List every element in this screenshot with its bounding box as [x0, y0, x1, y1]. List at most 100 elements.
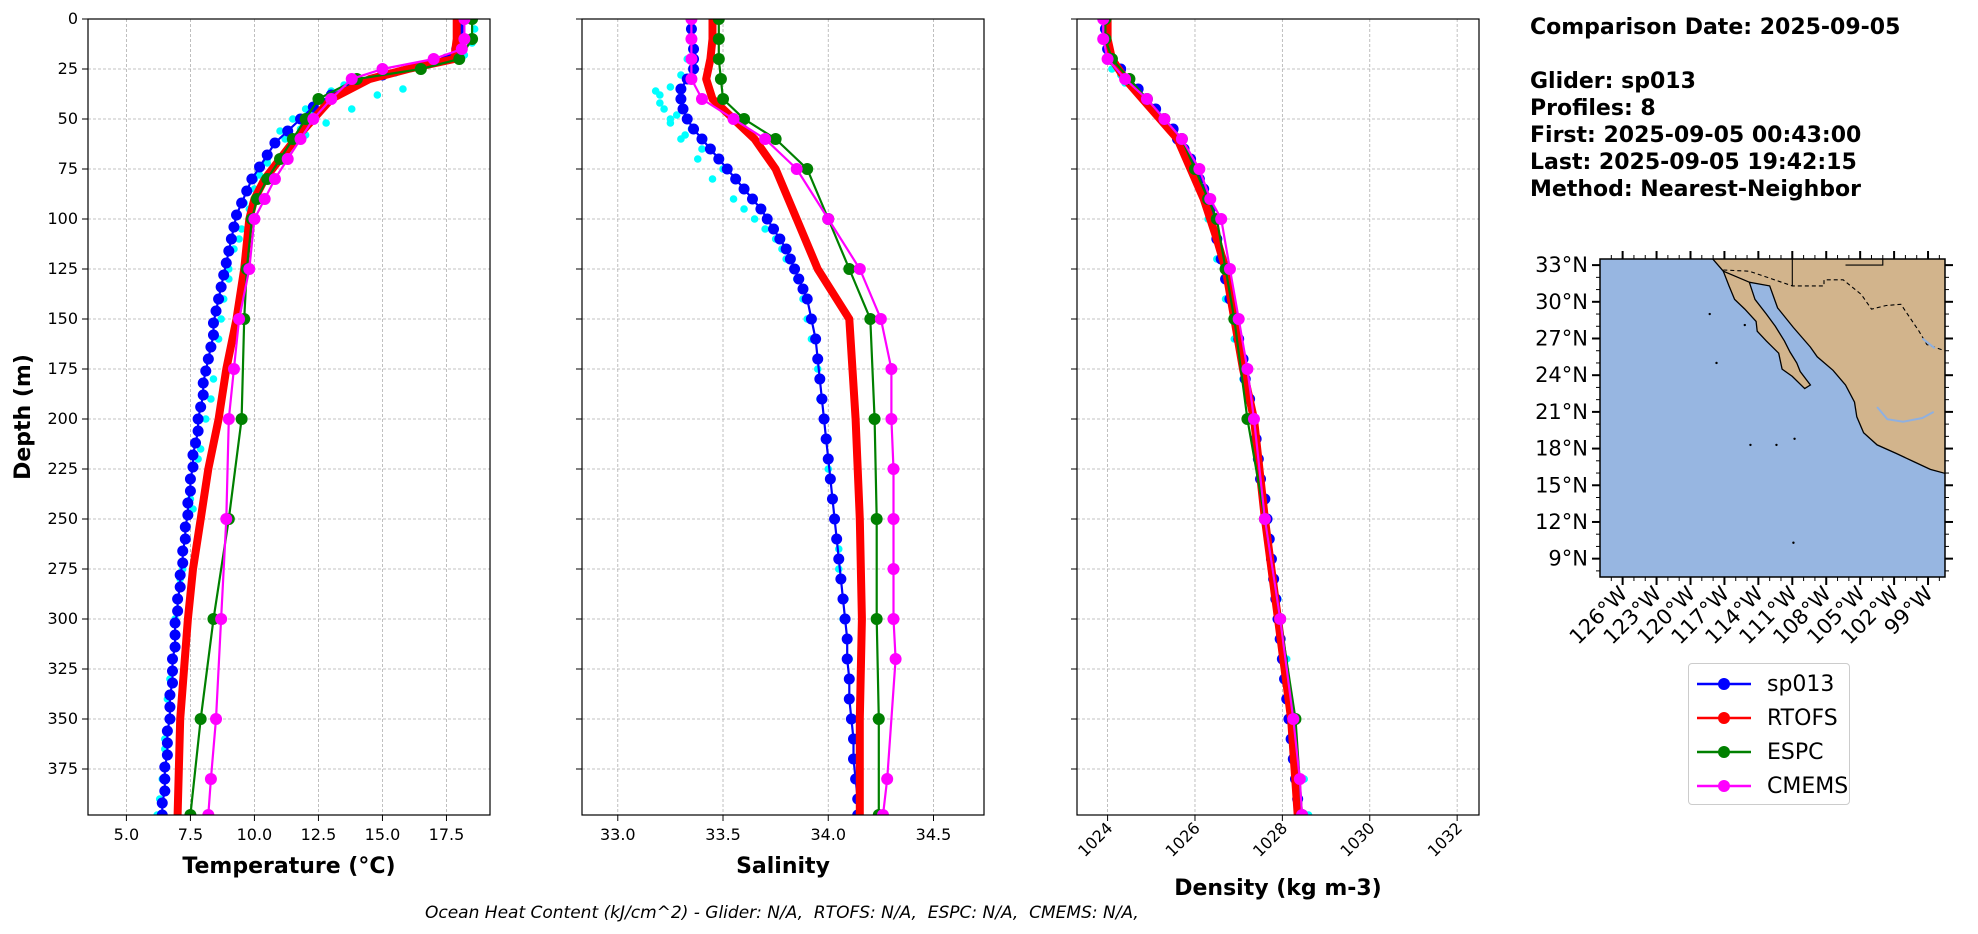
island [1743, 323, 1746, 327]
x-tick-label: 5.0 [114, 825, 139, 844]
series-line [1103, 19, 1302, 815]
series-point [839, 613, 851, 625]
series-point [730, 173, 742, 185]
info-panel: Comparison Date: 2025-09-05 Glider: sp01… [1530, 14, 1900, 203]
series-point [207, 329, 219, 341]
glider-point [276, 127, 284, 135]
series-point [818, 413, 830, 425]
legend: sp013 RTOFS ESPC CMEMS [1688, 663, 1850, 805]
series-point [458, 33, 471, 45]
series-point [194, 713, 207, 725]
series-point [675, 93, 687, 105]
series-point [1097, 19, 1110, 25]
y-tick-label: 250 [47, 509, 78, 528]
series-point [780, 243, 792, 255]
glider-point [207, 395, 215, 403]
y-tick-label: 125 [47, 259, 78, 278]
y-tick-label: 175 [47, 359, 78, 378]
series-point [174, 569, 186, 581]
series-point [826, 493, 838, 505]
glider-point [347, 105, 356, 113]
series-point [159, 785, 171, 797]
series-point [1232, 313, 1245, 325]
series-point [712, 53, 725, 65]
y-tick-label: 350 [47, 709, 78, 728]
series-point [225, 233, 237, 245]
series-point [717, 93, 730, 105]
series-point [727, 113, 740, 125]
series-point [822, 453, 834, 465]
series-point [312, 93, 325, 105]
x-axis-label: Salinity [736, 854, 830, 879]
series-point [885, 363, 898, 375]
series-point [179, 521, 191, 533]
glider-point [708, 175, 717, 183]
series-point [235, 413, 248, 425]
glider-point [399, 85, 407, 93]
glider-point [666, 115, 675, 123]
island [1749, 443, 1752, 447]
series-point [713, 153, 725, 165]
glider-point [750, 215, 759, 223]
series-point [738, 113, 751, 125]
glider-point [761, 225, 769, 233]
series-point [810, 333, 822, 345]
series-point [695, 93, 708, 105]
glider-point [281, 135, 289, 143]
series-point [458, 19, 471, 25]
glider-point [237, 225, 246, 233]
series-point [202, 353, 214, 365]
series-point [455, 43, 468, 55]
series-point [704, 143, 716, 155]
series-point [768, 223, 780, 235]
series-point [812, 353, 824, 365]
map-lat-label: 30°N [1535, 290, 1588, 314]
series-point [261, 149, 273, 161]
series-point [685, 19, 698, 25]
series-point [1119, 73, 1132, 85]
plot-area [651, 19, 902, 815]
legend-swatch-sp013 [1697, 678, 1751, 690]
series-point [1296, 809, 1309, 815]
series-point [246, 173, 258, 185]
glider-point [289, 115, 297, 123]
series-point [169, 617, 181, 629]
y-tick-label: 25 [58, 59, 78, 78]
series-point [210, 713, 223, 725]
series-point [453, 53, 466, 65]
series-point [881, 773, 894, 785]
legend-item-rtofs: RTOFS [1697, 704, 1847, 732]
series-point [414, 63, 427, 75]
series-point [681, 113, 693, 125]
series-point [769, 133, 782, 145]
series-point [159, 773, 171, 785]
series-point [161, 737, 173, 749]
y-tick-label: 325 [47, 659, 78, 678]
plot-area [153, 19, 479, 815]
series-point [195, 401, 207, 413]
series-point [202, 809, 215, 815]
series-point [177, 557, 189, 569]
series-point [801, 293, 813, 305]
series-point [307, 113, 320, 125]
glider-point [698, 145, 706, 153]
series-point [182, 497, 194, 509]
glider-point [681, 131, 689, 139]
series-line [702, 19, 866, 815]
x-tick-label: 1030 [1336, 818, 1378, 860]
y-tick-label: 375 [47, 759, 78, 778]
series-point [1274, 613, 1287, 625]
series-point [1204, 193, 1217, 205]
legend-label-espc: ESPC [1767, 740, 1824, 765]
series-point [228, 221, 240, 233]
series-point [192, 413, 204, 425]
series-point [192, 425, 204, 437]
series-point [820, 433, 832, 445]
series-point [688, 63, 700, 75]
series-point [218, 269, 230, 281]
x-tick-label: 7.5 [178, 825, 203, 844]
series-point [831, 533, 843, 545]
series-point [870, 513, 883, 525]
x-tick-label: 34.5 [916, 825, 952, 844]
